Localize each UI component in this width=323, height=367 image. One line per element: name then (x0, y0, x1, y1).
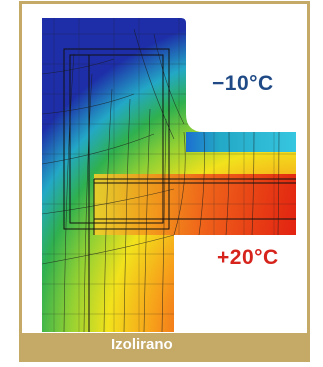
thermal-simulation-diagram (34, 14, 296, 332)
temperature-field (42, 18, 296, 332)
inside-temperature-label: +20°C (217, 246, 279, 269)
outside-temperature-label: −10°C (212, 72, 274, 95)
slab-top-cold-band (186, 132, 296, 152)
wall-construction-lines (63, 48, 296, 332)
caption-text: Izolirano (111, 336, 173, 353)
slab-warm-band (94, 174, 296, 235)
figure-frame: −10°C +20°C Izolirano (19, 1, 310, 362)
flow-lines (42, 28, 280, 332)
thermal-field-svg (42, 18, 296, 332)
caption-bar: Izolirano (22, 333, 307, 359)
